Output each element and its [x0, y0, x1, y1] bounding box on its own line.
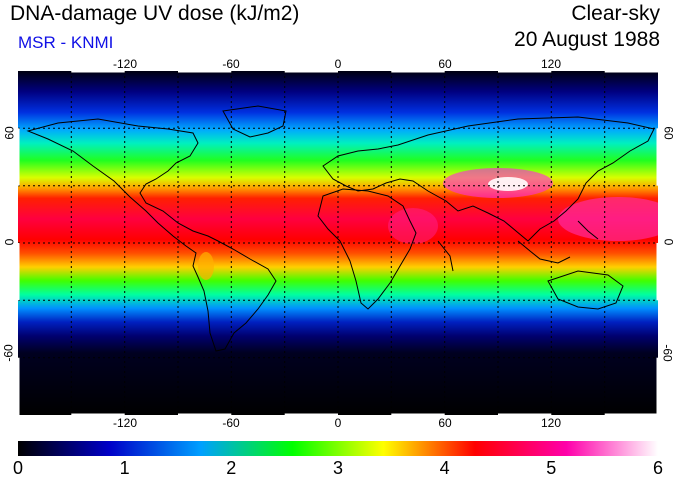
colorbar-label: 0: [12, 458, 24, 478]
map-title: DNA-damage UV dose (kJ/m2): [10, 2, 300, 25]
colorbar-label: 3: [332, 458, 344, 478]
colorbar-label: 4: [439, 458, 450, 478]
colorbar-label: 5: [546, 458, 557, 478]
lon-tick-bottom: -120: [112, 416, 138, 430]
lat-tick-left: 60: [2, 126, 17, 140]
lon-tick-bottom: 60: [438, 416, 452, 430]
lon-tick-top: 60: [438, 57, 452, 71]
uv-hotspot: [488, 177, 528, 191]
lat-tick-left: 0: [2, 238, 17, 246]
lon-tick-top: -60: [222, 57, 240, 71]
lat-tick-right: -60: [660, 344, 675, 362]
uv-hotspot: [198, 252, 214, 280]
source-label: MSR - KNMI: [18, 33, 114, 52]
colorbar-label: 1: [119, 458, 130, 478]
colorbar: [18, 441, 658, 456]
lon-tick-top: -120: [112, 57, 138, 71]
lon-tick-bottom: 0: [334, 416, 342, 430]
lon-tick-bottom: 120: [540, 416, 562, 430]
lat-tick-right: 60: [661, 126, 676, 140]
date-label: 20 August 1988: [514, 28, 660, 51]
uv-dose-map: [18, 71, 658, 415]
uv-hotspot: [558, 197, 658, 241]
lat-tick-right: 0: [661, 238, 676, 246]
lon-tick-top: 0: [334, 57, 342, 71]
colorbar-label: 6: [652, 458, 664, 478]
lon-tick-bottom: -60: [222, 416, 240, 430]
sky-condition-label: Clear-sky: [571, 2, 660, 25]
lat-tick-left: -60: [1, 344, 16, 362]
lon-tick-top: 120: [540, 57, 562, 71]
coastlines: [26, 105, 655, 352]
graticule: [18, 71, 658, 415]
colorbar-label: 2: [226, 458, 237, 478]
